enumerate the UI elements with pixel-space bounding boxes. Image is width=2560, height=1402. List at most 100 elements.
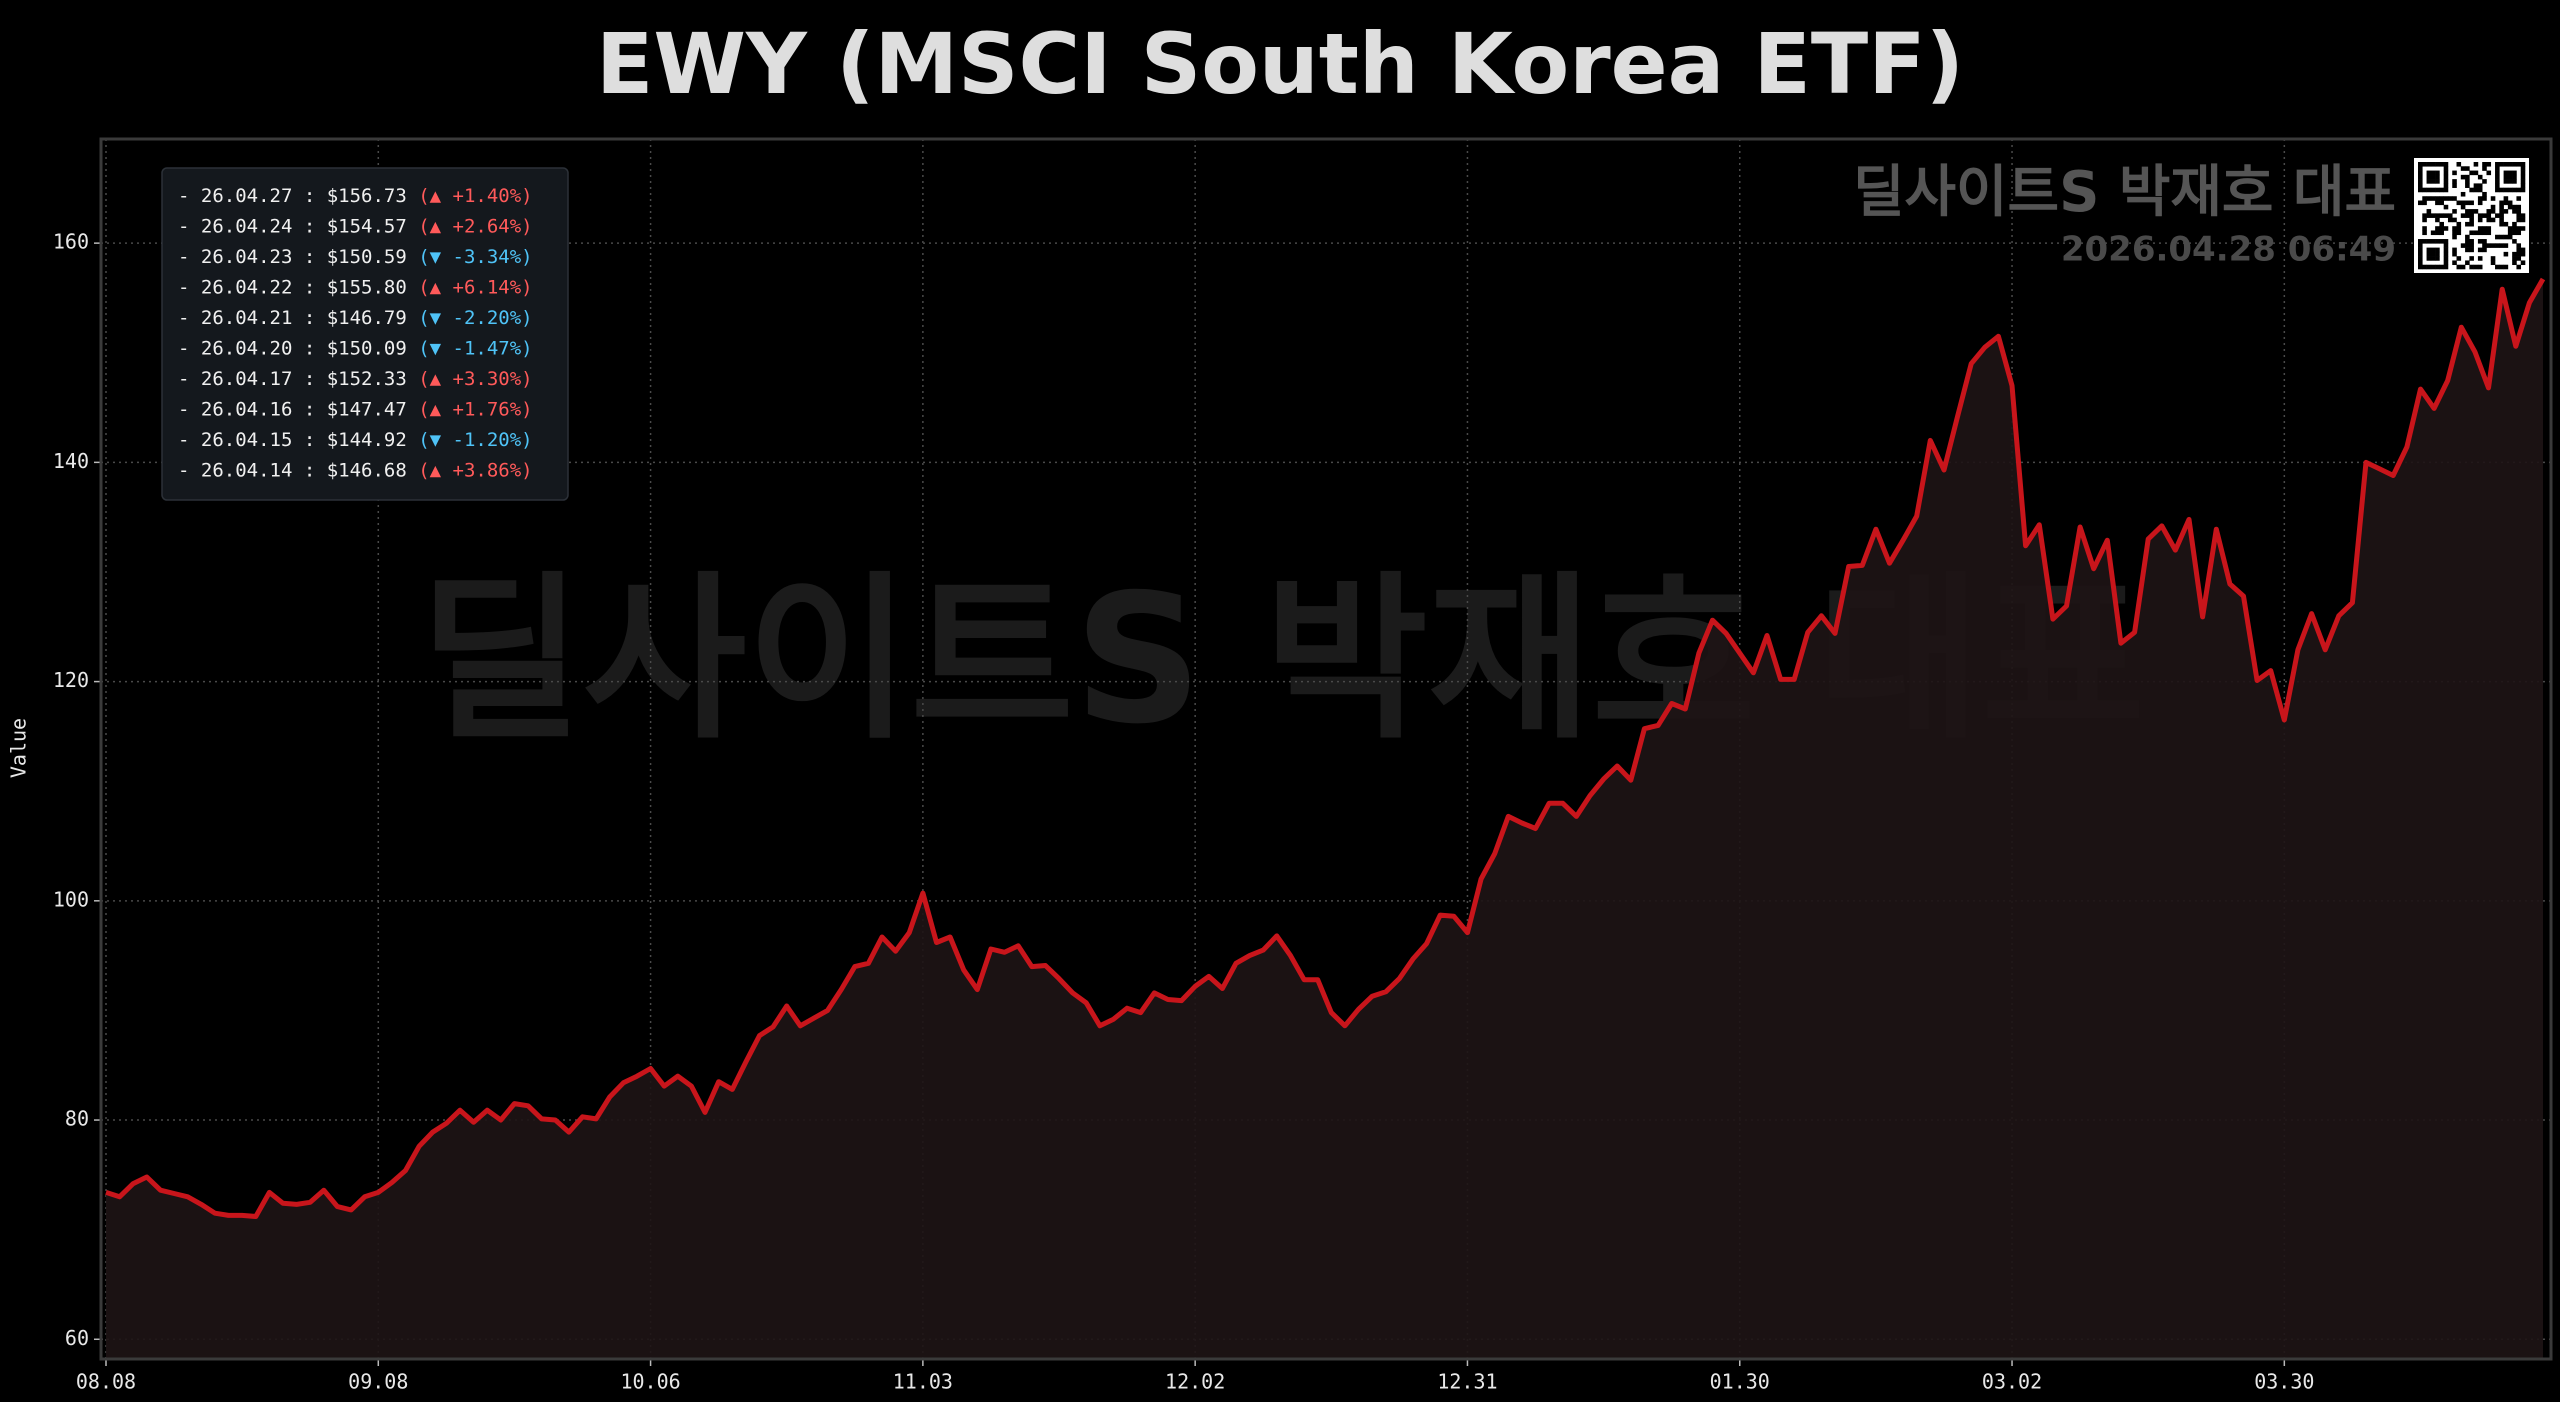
qr-cell xyxy=(2422,226,2427,231)
qr-cell xyxy=(2516,251,2522,257)
qr-cell xyxy=(2439,162,2444,167)
qr-cell xyxy=(2456,256,2462,261)
qr-cell xyxy=(2426,174,2432,180)
qr-cell xyxy=(2426,170,2432,176)
qr-cell xyxy=(2499,217,2504,223)
qr-cell xyxy=(2430,247,2436,253)
qr-cell xyxy=(2443,243,2449,248)
qr-cell xyxy=(2503,243,2509,248)
qr-cell xyxy=(2430,213,2436,218)
qr-cell xyxy=(2430,196,2436,201)
qr-cell xyxy=(2418,247,2423,253)
y-tick-label: 100 xyxy=(53,887,89,911)
recent-row: - 26.04.22 : $155.80 (▲ +6.14%) xyxy=(178,276,533,298)
y-axis-label: Value xyxy=(7,718,31,778)
qr-cell xyxy=(2443,183,2449,188)
qr-cell xyxy=(2495,264,2500,270)
qr-cell xyxy=(2439,213,2444,218)
qr-cell xyxy=(2465,213,2470,218)
qr-cell xyxy=(2435,200,2440,206)
y-tick-label: 80 xyxy=(65,1107,89,1131)
recent-label: - 26.04.21 : $146.79 xyxy=(178,307,418,329)
qr-cell xyxy=(2418,162,2423,167)
qr-cell xyxy=(2495,174,2500,180)
qr-cell xyxy=(2516,196,2522,201)
qr-cell xyxy=(2503,187,2509,193)
qr-cell xyxy=(2507,230,2513,236)
qr-cell xyxy=(2447,196,2453,201)
qr-cell xyxy=(2495,187,2500,193)
qr-cell xyxy=(2486,217,2492,223)
qr-cell xyxy=(2443,166,2449,171)
recent-change: (▲ +1.40%) xyxy=(418,185,532,207)
qr-cell xyxy=(2503,170,2509,176)
qr-cell xyxy=(2452,251,2457,257)
x-tick-label: 01.30 xyxy=(1710,1370,1770,1394)
qr-cell xyxy=(2430,179,2436,184)
qr-cell xyxy=(2512,256,2517,261)
qr-cell xyxy=(2512,174,2517,180)
qr-cell xyxy=(2447,213,2453,218)
qr-cell xyxy=(2430,251,2436,257)
qr-cell xyxy=(2512,170,2517,176)
qr-cell xyxy=(2460,204,2466,210)
qr-cell xyxy=(2443,204,2449,210)
qr-cell xyxy=(2456,226,2462,231)
qr-cell xyxy=(2495,166,2500,171)
qr-cell xyxy=(2495,183,2500,188)
qr-cell xyxy=(2447,217,2453,223)
qr-cell xyxy=(2435,187,2440,193)
qr-cell xyxy=(2435,226,2440,231)
qr-cell xyxy=(2499,221,2504,227)
qr-cell xyxy=(2503,221,2509,227)
qr-cell xyxy=(2516,230,2522,236)
qr-cell xyxy=(2516,204,2522,210)
qr-cell xyxy=(2520,166,2526,171)
qr-cell xyxy=(2507,187,2513,193)
qr-cell xyxy=(2503,174,2509,180)
qr-cell xyxy=(2443,251,2449,257)
qr-cell xyxy=(2435,213,2440,218)
qr-cell xyxy=(2507,226,2513,231)
recent-label: - 26.04.16 : $147.47 xyxy=(178,398,418,420)
qr-cell xyxy=(2495,170,2500,176)
y-tick-label: 160 xyxy=(53,230,89,254)
qr-cell xyxy=(2469,213,2474,218)
qr-cell xyxy=(2516,247,2522,253)
qr-cell xyxy=(2439,239,2444,244)
qr-cell xyxy=(2486,230,2492,236)
qr-cell xyxy=(2499,204,2504,210)
line xyxy=(105,277,2546,1219)
qr-cell xyxy=(2422,230,2427,236)
qr-cell xyxy=(2465,247,2470,253)
qr-cell xyxy=(2452,230,2457,236)
qr-cell xyxy=(2443,170,2449,176)
qr-cell xyxy=(2443,260,2449,266)
qr-cell xyxy=(2469,187,2474,193)
qr-cell xyxy=(2516,226,2522,231)
qr-cell xyxy=(2490,204,2496,210)
qr-cell xyxy=(2456,162,2462,167)
qr-cell xyxy=(2482,239,2487,244)
y-tick-label: 60 xyxy=(65,1326,89,1350)
qr-cell xyxy=(2426,162,2432,167)
qr-cell xyxy=(2443,187,2449,193)
qr-cell xyxy=(2435,162,2440,167)
qr-cell xyxy=(2499,162,2504,167)
qr-cell xyxy=(2430,230,2436,236)
qr-cell xyxy=(2520,213,2526,218)
qr-cell xyxy=(2477,239,2483,244)
recent-row: - 26.04.15 : $144.92 (▼ -1.20%) xyxy=(178,429,533,451)
qr-cell xyxy=(2477,200,2483,206)
recent-label: - 26.04.15 : $144.92 xyxy=(178,429,418,451)
qr-cell xyxy=(2430,170,2436,176)
qr-cell xyxy=(2456,230,2462,236)
qr-cell xyxy=(2499,187,2504,193)
qr-cell xyxy=(2512,179,2517,184)
qr-cell xyxy=(2482,196,2487,201)
qr-cell xyxy=(2465,166,2470,171)
recent-label: - 26.04.20 : $150.09 xyxy=(178,337,418,359)
qr-cell xyxy=(2512,162,2517,167)
qr-cell xyxy=(2520,170,2526,176)
